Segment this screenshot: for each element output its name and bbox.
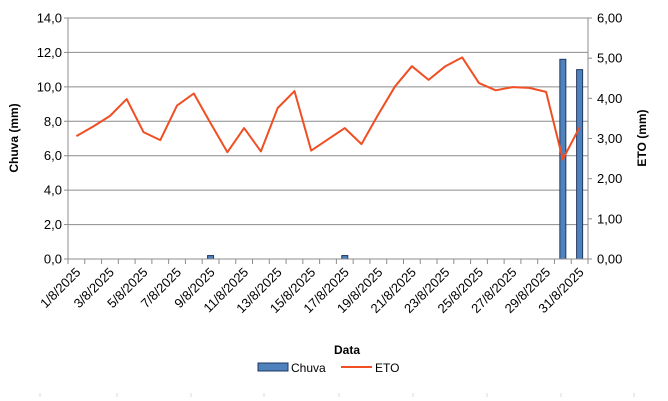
eto-line: [75, 56, 581, 161]
y-right-tick-label: 0,00: [597, 252, 622, 267]
gridlines: [68, 17, 588, 226]
y-right-tick-label: 3,00: [597, 131, 622, 146]
y-left-tick-label: 0,0: [44, 252, 62, 267]
bar-series-chuva: [207, 58, 584, 260]
y-right-tick-label: 4,00: [597, 91, 622, 106]
y-left-axis-title: Chuva (mm): [7, 103, 21, 172]
y-left-tick-label: 8,0: [44, 114, 62, 129]
y-left-tick-label: 12,0: [37, 45, 62, 60]
y-right-tick-label: 5,00: [597, 51, 622, 66]
line-series-eto: [75, 56, 581, 161]
bottom-frame-ticks: [39, 393, 635, 397]
y-left-tick-label: 6,0: [44, 148, 62, 163]
y-left-tick-label: 10,0: [37, 79, 62, 94]
tick-labels: 0,0 2,0 4,0 6,0 8,0 10,0 12,0 14,0 0,00 1,00 2,00 3…: [37, 11, 623, 317]
bar: [576, 69, 584, 260]
bar: [341, 255, 349, 260]
y-left-tick-label: 4,0: [44, 183, 62, 198]
y-right-tick-label: 6,00: [597, 11, 622, 26]
x-axis-title: Data: [334, 343, 360, 357]
legend-label-eto: ETO: [375, 361, 399, 375]
legend-label-chuva: Chuva: [291, 361, 326, 375]
y-right-tick-label: 2,00: [597, 171, 622, 186]
y-left-tick-label: 14,0: [37, 11, 62, 26]
y-left-tick-label: 2,0: [44, 217, 62, 232]
axes: [64, 17, 592, 264]
legend: Chuva ETO: [257, 361, 399, 375]
y-right-axis-title: ETO (mm): [635, 109, 649, 166]
bar: [207, 255, 215, 260]
legend-swatch-chuva: [257, 362, 289, 372]
y-right-tick-label: 1,00: [597, 211, 622, 226]
